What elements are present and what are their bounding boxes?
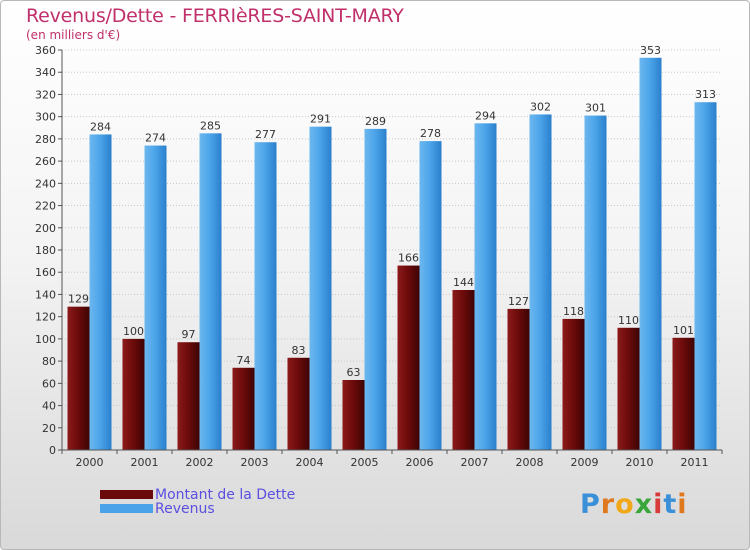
data-label: 301 xyxy=(585,102,606,115)
logo-letter: t xyxy=(663,489,678,520)
bar-revenus xyxy=(639,57,662,451)
data-label: 74 xyxy=(237,354,251,367)
axes: 0 20 40 60 80 100 120 140 160 180 200 220 240 260 280 3… xyxy=(35,44,723,469)
data-label: 353 xyxy=(640,44,661,57)
data-label: 97 xyxy=(182,328,196,341)
bar-revenus xyxy=(309,126,332,451)
grid-lines xyxy=(62,49,722,429)
chart-title: Revenus/Dette - FERRIèRES-SAINT-MARY xyxy=(26,5,404,27)
data-label: 284 xyxy=(90,120,111,133)
legend-swatch-revenus xyxy=(100,504,153,513)
logo-letter: i xyxy=(677,489,688,520)
data-label: 127 xyxy=(508,295,529,308)
x-tick-label: 2007 xyxy=(461,456,489,469)
value-labels: 129 284 100 274 97 285 74 277 83 291 63 289 166 278 14… xyxy=(68,44,716,379)
data-label: 101 xyxy=(673,324,694,337)
bar-revenus xyxy=(199,133,222,451)
data-label: 285 xyxy=(200,119,221,132)
data-label: 274 xyxy=(145,132,166,145)
bar-revenus xyxy=(529,114,552,450)
x-tick-label: 2008 xyxy=(516,456,544,469)
logo-letter: P xyxy=(580,489,601,520)
x-tick-label: 2003 xyxy=(241,456,269,469)
x-tick-label: 2005 xyxy=(351,456,379,469)
y-tick-label: 20 xyxy=(42,422,56,435)
legend-label-revenus: Revenus xyxy=(155,501,215,517)
data-label: 313 xyxy=(695,88,716,101)
x-tick-label: 2001 xyxy=(131,456,159,469)
x-tick-label: 2010 xyxy=(626,456,654,469)
x-tick-label: 2004 xyxy=(296,456,324,469)
bar-revenus xyxy=(144,145,167,451)
data-label: 166 xyxy=(398,252,419,265)
data-label: 289 xyxy=(365,115,386,128)
bar-dette xyxy=(67,306,90,450)
data-label: 302 xyxy=(530,100,551,113)
logo-letter: o xyxy=(615,489,635,520)
bar-dette xyxy=(397,265,420,450)
bar-revenus xyxy=(474,123,497,450)
logo-letter: x xyxy=(634,489,654,520)
y-tick-label: 80 xyxy=(42,355,56,368)
y-tick-label: 200 xyxy=(35,222,56,235)
proxiti-logo: Proxiti xyxy=(580,489,688,520)
y-tick-label: 120 xyxy=(35,311,56,324)
logo-letter: r xyxy=(600,489,616,520)
data-label: 110 xyxy=(618,314,639,327)
y-tick-label: 240 xyxy=(35,177,56,190)
bar-dette xyxy=(452,290,475,450)
data-label: 277 xyxy=(255,128,276,141)
bar-revenus xyxy=(694,102,717,450)
data-label: 144 xyxy=(453,276,474,289)
y-tick-label: 40 xyxy=(42,400,56,413)
bars xyxy=(67,57,717,451)
y-tick-label: 360 xyxy=(35,44,56,57)
y-tick-label: 220 xyxy=(35,200,56,213)
data-label: 118 xyxy=(563,305,584,318)
y-tick-label: 300 xyxy=(35,111,56,124)
y-tick-label: 340 xyxy=(35,66,56,79)
data-label: 83 xyxy=(292,344,306,357)
x-tick-label: 2002 xyxy=(186,456,214,469)
x-tick-label: 2011 xyxy=(681,456,709,469)
chart-subtitle: (en milliers d'€) xyxy=(26,28,121,42)
legend-label-dette: Montant de la Dette xyxy=(155,487,296,503)
bar-dette xyxy=(342,380,365,450)
data-label: 278 xyxy=(420,127,441,140)
logo-letter: i xyxy=(653,489,664,520)
y-tick-label: 140 xyxy=(35,288,56,301)
bar-revenus xyxy=(254,142,277,450)
y-tick-label: 60 xyxy=(42,377,56,390)
y-tick-label: 0 xyxy=(49,444,56,457)
bar-dette xyxy=(122,338,145,450)
bar-revenus xyxy=(89,134,112,450)
bar-dette xyxy=(232,367,255,450)
bar-dette xyxy=(617,327,640,450)
y-tick-label: 180 xyxy=(35,244,56,257)
x-tick-label: 2009 xyxy=(571,456,599,469)
x-tick-label: 2006 xyxy=(406,456,434,469)
y-tick-label: 280 xyxy=(35,133,56,146)
bar-revenus xyxy=(584,115,607,451)
bar-revenus xyxy=(364,128,387,450)
y-tick-label: 260 xyxy=(35,155,56,168)
bar-dette xyxy=(562,318,585,450)
bar-dette xyxy=(177,342,200,450)
x-tick-label: 2000 xyxy=(76,456,104,469)
bar-dette xyxy=(507,308,530,450)
bar-dette xyxy=(287,357,310,450)
y-tick-label: 160 xyxy=(35,266,56,279)
y-tick-label: 320 xyxy=(35,88,56,101)
data-label: 63 xyxy=(347,366,361,379)
legend-swatch-dette xyxy=(100,490,153,499)
data-label: 291 xyxy=(310,113,331,126)
bar-dette xyxy=(672,337,695,450)
data-label: 100 xyxy=(123,325,144,338)
data-label: 129 xyxy=(68,293,89,306)
y-tick-label: 100 xyxy=(35,333,56,346)
bar-revenus xyxy=(419,141,442,450)
data-label: 294 xyxy=(475,109,496,122)
